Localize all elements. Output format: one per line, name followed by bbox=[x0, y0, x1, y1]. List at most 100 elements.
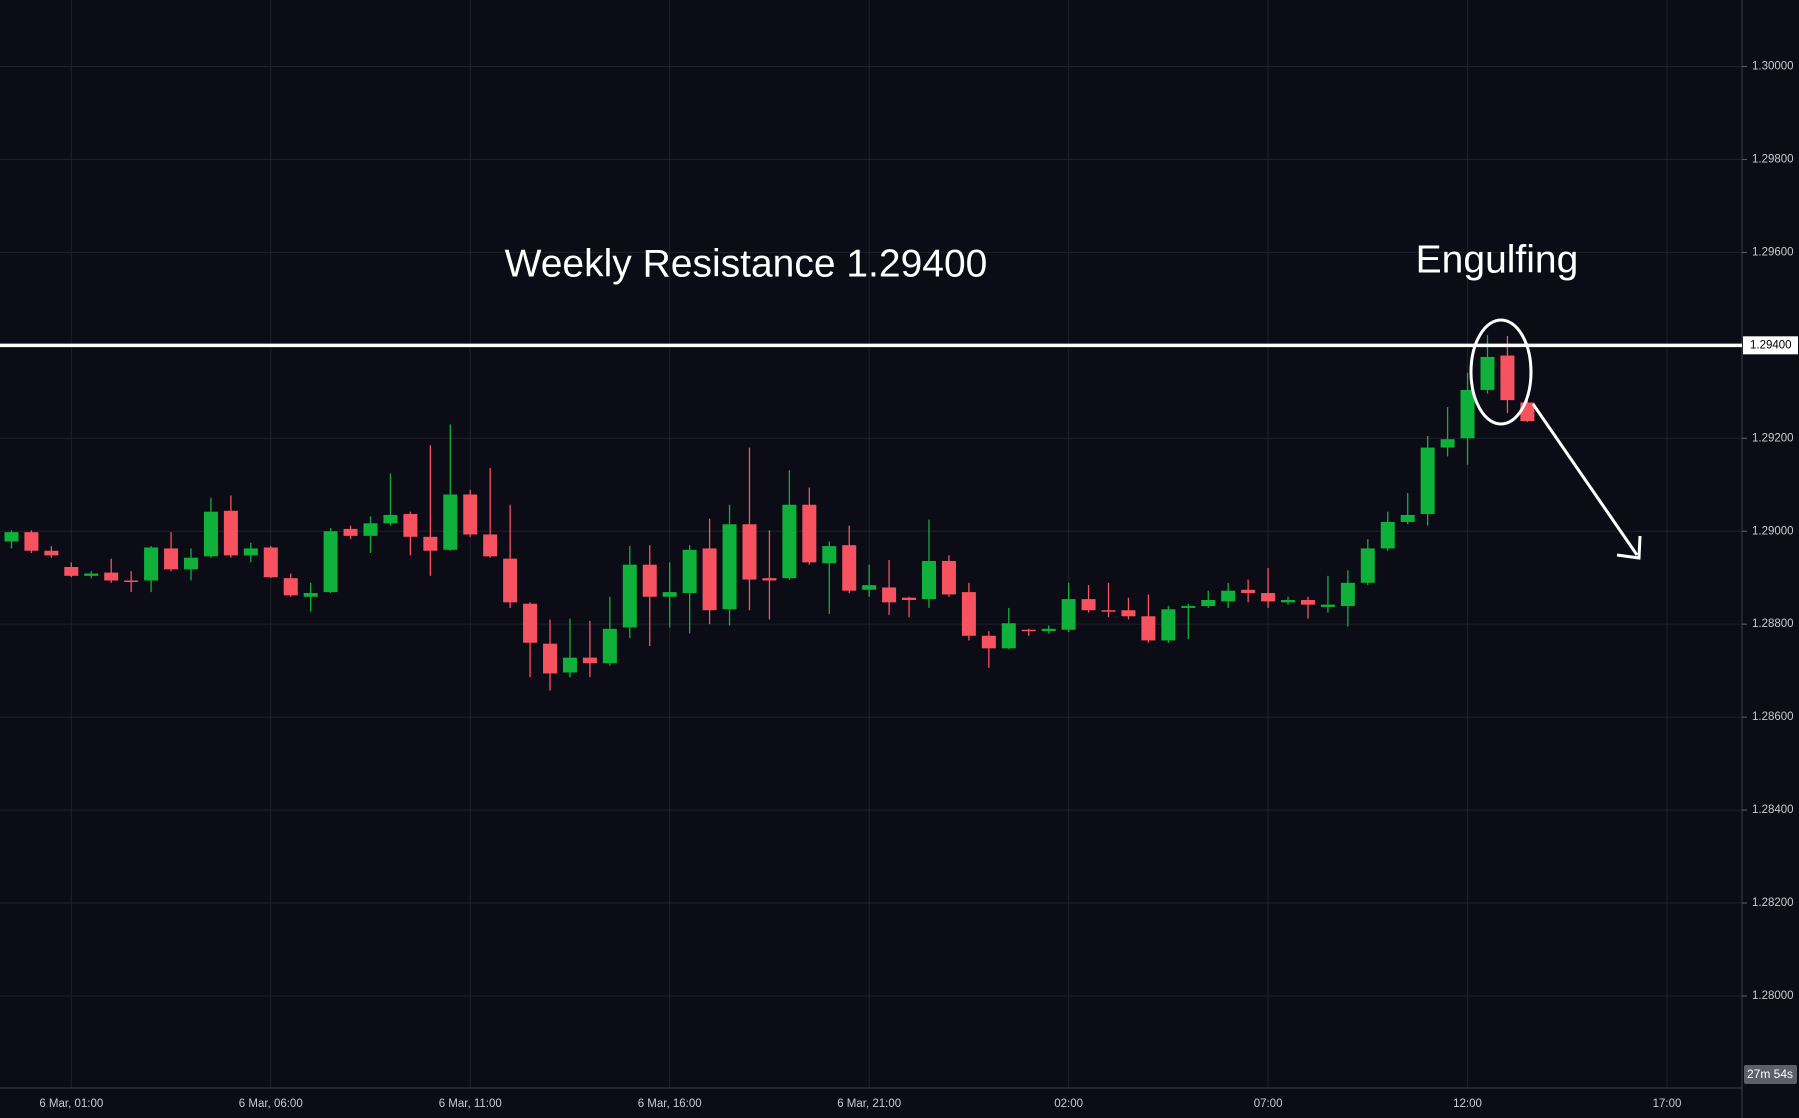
candle-body bbox=[882, 587, 897, 603]
candle-body bbox=[1161, 609, 1176, 641]
candle-body bbox=[702, 548, 717, 611]
x-tick-label: 07:00 bbox=[1254, 1098, 1283, 1110]
x-tick-label: 17:00 bbox=[1653, 1098, 1682, 1110]
timer-box bbox=[1744, 1065, 1797, 1084]
candle-body bbox=[4, 532, 19, 542]
arrow-head bbox=[1616, 535, 1642, 560]
candle-body bbox=[323, 531, 338, 593]
candle-body bbox=[782, 504, 797, 579]
candle-body bbox=[602, 628, 617, 664]
candle-body bbox=[1121, 610, 1136, 617]
candle-body bbox=[902, 597, 917, 601]
candle-body bbox=[443, 494, 458, 550]
candle-body bbox=[263, 547, 278, 578]
candle-body bbox=[682, 549, 697, 594]
candle-body bbox=[842, 545, 857, 591]
resistance-price-box bbox=[1743, 336, 1798, 355]
candle-body bbox=[303, 593, 318, 597]
candle-body bbox=[283, 578, 298, 596]
candle-body bbox=[1420, 447, 1435, 515]
candle-body bbox=[1181, 606, 1196, 608]
candle-body bbox=[1081, 599, 1096, 611]
candle-body bbox=[1380, 521, 1395, 549]
candle-body bbox=[1340, 582, 1355, 607]
candle-body bbox=[1021, 629, 1036, 632]
candle-body bbox=[1041, 628, 1056, 632]
candle-body bbox=[363, 523, 378, 536]
candle-body bbox=[1440, 439, 1455, 448]
candle-body bbox=[64, 567, 79, 576]
candle-body bbox=[1261, 593, 1276, 602]
candle-body bbox=[24, 532, 39, 551]
y-tick-label: 1.28000 bbox=[1752, 990, 1794, 1002]
candle-body bbox=[523, 603, 538, 643]
candle-body bbox=[1460, 389, 1475, 439]
axes: 1.30000 1.29800 1.29600 1.29200 1.29000 1.288… bbox=[39, 60, 1793, 1110]
candle-body bbox=[961, 592, 976, 636]
y-tick-label: 1.28400 bbox=[1752, 804, 1794, 816]
arrow bbox=[1531, 403, 1639, 556]
x-tick-label: 12:00 bbox=[1453, 1098, 1482, 1110]
y-tick-label: 1.29800 bbox=[1752, 153, 1794, 165]
candle-body bbox=[1281, 600, 1296, 603]
candle-body bbox=[1241, 589, 1256, 594]
candle-body bbox=[423, 536, 438, 551]
y-tick-label: 1.29200 bbox=[1752, 432, 1794, 444]
candle-body bbox=[802, 504, 817, 563]
candle-body bbox=[383, 514, 398, 524]
candle-body bbox=[44, 550, 59, 556]
candle-body bbox=[503, 558, 518, 603]
candle-body bbox=[762, 578, 777, 581]
candle-body bbox=[862, 585, 877, 590]
candle-body bbox=[1201, 600, 1216, 607]
x-tick-label: 02:00 bbox=[1054, 1098, 1083, 1110]
y-tick-label: 1.29000 bbox=[1752, 525, 1794, 537]
y-tick-label: 1.28200 bbox=[1752, 897, 1794, 909]
x-tick-label: 6 Mar, 16:00 bbox=[638, 1098, 702, 1110]
candle-body bbox=[1360, 548, 1375, 583]
candle-body bbox=[543, 643, 558, 674]
annotation: Engulfing bbox=[1416, 238, 1579, 281]
candle-body bbox=[1400, 514, 1415, 522]
annotation: Weekly Resistance 1.29400 bbox=[505, 242, 988, 285]
candle-body bbox=[562, 657, 577, 673]
candle-body bbox=[822, 546, 837, 564]
candle-body bbox=[582, 657, 597, 664]
candle-body bbox=[203, 511, 218, 557]
candle-body bbox=[622, 564, 637, 628]
candles bbox=[4, 335, 1535, 691]
candle-body bbox=[742, 524, 757, 580]
candle-body bbox=[1061, 599, 1076, 630]
candle-body bbox=[164, 548, 179, 570]
candle-body bbox=[1300, 600, 1315, 605]
candle-body bbox=[84, 573, 99, 576]
candle-body bbox=[1320, 604, 1335, 607]
candle-body bbox=[921, 560, 936, 600]
y-tick-label: 1.29600 bbox=[1752, 246, 1794, 258]
x-tick-label: 6 Mar, 11:00 bbox=[439, 1098, 502, 1110]
candle-body bbox=[722, 524, 737, 610]
candle-body bbox=[1101, 610, 1116, 612]
candle-body bbox=[1500, 355, 1515, 401]
timer: 27m 54s bbox=[1747, 1067, 1793, 1081]
candle-body bbox=[463, 494, 478, 535]
candle-body bbox=[1141, 616, 1156, 641]
candle-body bbox=[183, 557, 198, 570]
candle-body bbox=[124, 580, 139, 582]
candle-body bbox=[144, 547, 159, 581]
candle-body bbox=[223, 510, 238, 556]
candle-body bbox=[104, 572, 119, 581]
x-tick-label: 6 Mar, 06:00 bbox=[239, 1098, 303, 1110]
candle-body bbox=[1221, 590, 1236, 602]
candle-body bbox=[343, 528, 358, 536]
candle-body bbox=[981, 635, 996, 649]
x-tick-label: 6 Mar, 01:00 bbox=[39, 1098, 103, 1110]
candle-body bbox=[483, 534, 498, 557]
highlight-ellipse bbox=[1469, 318, 1533, 426]
y-tick-label: 1.28800 bbox=[1752, 618, 1794, 630]
candle-body bbox=[1001, 623, 1016, 649]
y-tick-label: 1.30000 bbox=[1752, 60, 1794, 72]
